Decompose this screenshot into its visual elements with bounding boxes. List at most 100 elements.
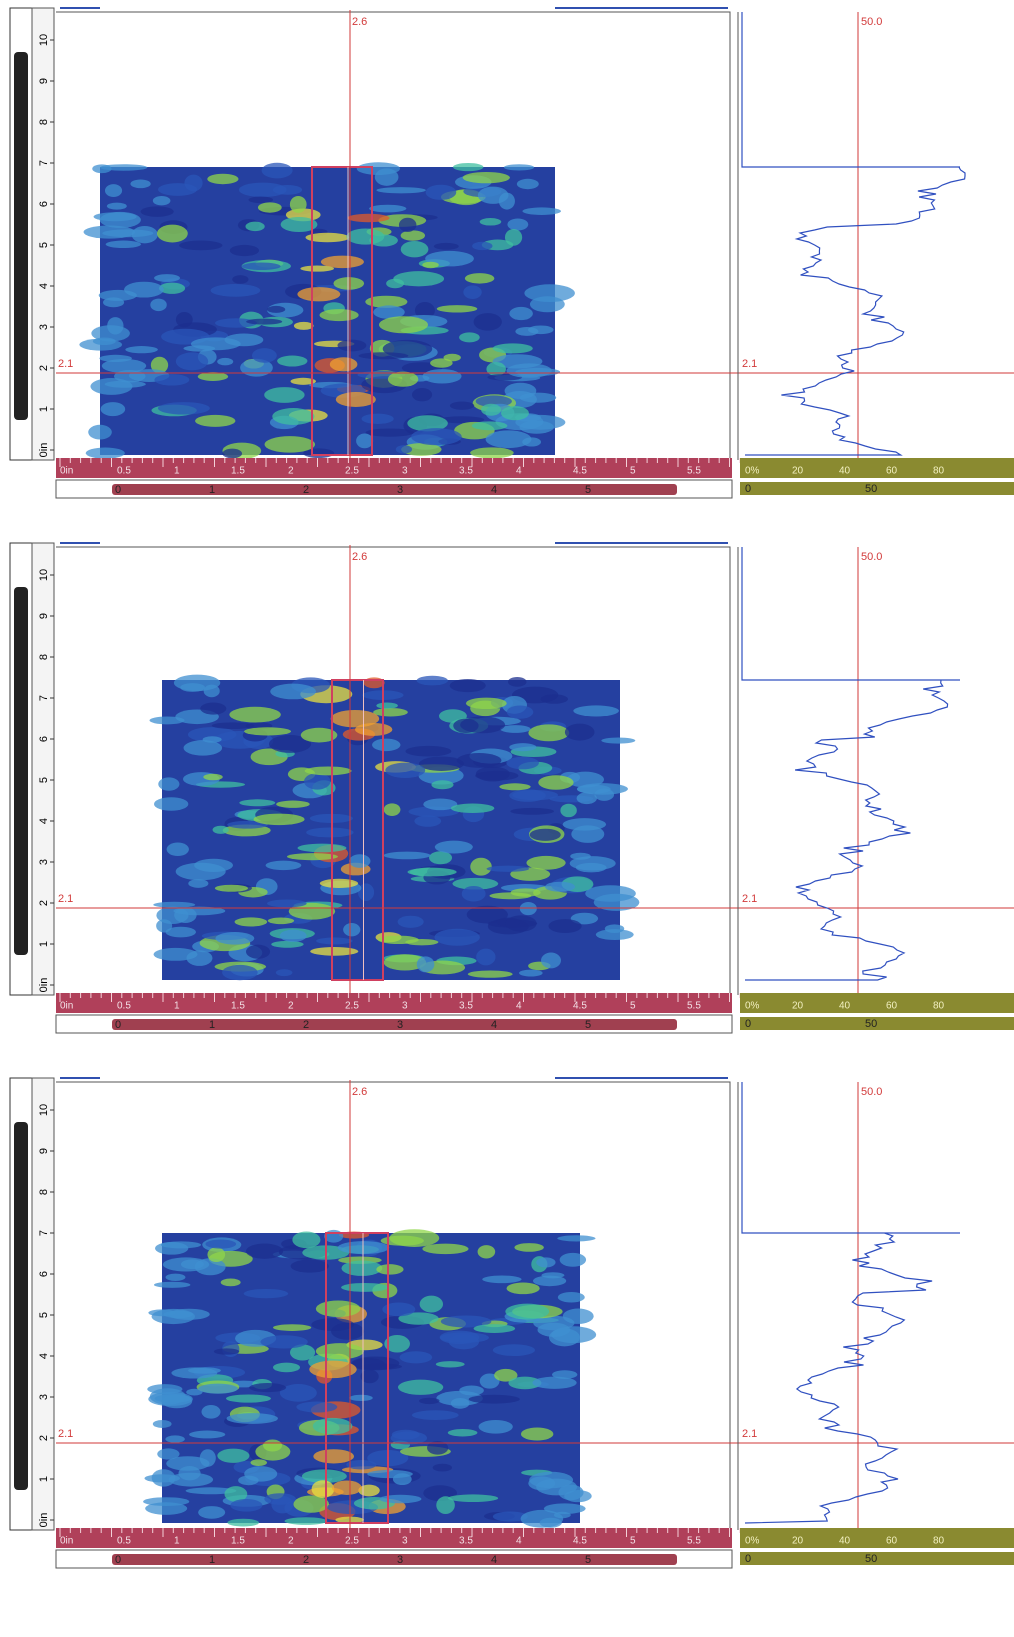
heatmap-blob <box>425 250 474 267</box>
heatmap-blob <box>270 683 317 700</box>
heatmap-blob <box>244 1466 278 1482</box>
vertical-ruler-label: 4 <box>38 1353 50 1359</box>
heatmap-blob <box>432 1463 453 1472</box>
heatmap-blob <box>331 1480 362 1495</box>
index-label: 4 <box>491 484 497 496</box>
heatmap-blob <box>529 1471 574 1489</box>
vertical-ruler-label: 4 <box>38 818 50 824</box>
amplitude-ruler-label: 60 <box>886 466 898 477</box>
heatmap-blob <box>430 358 453 368</box>
heatmap-blob <box>519 420 554 434</box>
heatmap-blob <box>509 743 537 752</box>
heatmap-blob <box>357 883 375 901</box>
heatmap-blob <box>343 923 361 937</box>
heatmap-blob <box>449 401 475 410</box>
heatmap-blob <box>186 1388 203 1396</box>
heatmap-blob <box>324 1229 344 1243</box>
vertical-ruler-label: 3 <box>38 1394 50 1400</box>
heatmap-blob <box>506 363 552 378</box>
vertical-ruler-label: 5 <box>38 242 50 248</box>
index-label: 1 <box>209 1554 215 1566</box>
heatmap-blob <box>595 929 634 941</box>
heatmap-blob <box>465 697 507 710</box>
index-label: 3 <box>397 1019 403 1031</box>
heatmap-blob <box>246 318 283 325</box>
heatmap-blob <box>337 1241 390 1255</box>
heatmap-blob <box>462 172 510 184</box>
heatmap-blob <box>289 1344 316 1361</box>
heatmap-blob <box>475 770 519 781</box>
heatmap-blob <box>387 371 419 387</box>
index-bar <box>112 1019 677 1030</box>
heatmap-blob <box>478 1419 513 1434</box>
heatmap-blob <box>369 204 407 213</box>
heatmap-blob <box>427 1441 449 1455</box>
heatmap-blob <box>543 1503 586 1514</box>
index-label: 2 <box>303 1019 309 1031</box>
heatmap-blob <box>363 677 385 689</box>
heatmap-blob <box>300 265 334 272</box>
heatmap-blob <box>562 1308 594 1324</box>
horizontal-ruler-label: 3 <box>402 1536 408 1547</box>
heatmap-blob <box>290 377 317 385</box>
heatmap-blob <box>383 803 401 817</box>
index-label: 2 <box>303 1554 309 1566</box>
heatmap-blob <box>576 783 628 795</box>
heatmap-blob <box>217 357 234 366</box>
heatmap-blob <box>471 421 508 431</box>
amplitude-ruler <box>740 458 1014 478</box>
heatmap-blob <box>439 1332 489 1343</box>
amplitude-index-label: 50 <box>865 1553 877 1565</box>
heatmap-blob <box>506 756 539 770</box>
heatmap-blob <box>435 1361 465 1368</box>
heatmap-blob <box>224 1486 248 1502</box>
heatmap-blob <box>372 738 401 752</box>
heatmap-blob <box>145 1502 188 1515</box>
heatmap-blob <box>189 1430 226 1439</box>
index-label: 4 <box>491 1554 497 1566</box>
heatmap-blob <box>272 184 303 195</box>
heatmap-blob <box>346 1459 377 1470</box>
heatmap-blob <box>183 740 223 756</box>
heatmap-blob <box>397 1379 444 1395</box>
heatmap-blob <box>411 1410 459 1420</box>
heatmap-blob <box>200 702 227 715</box>
heatmap-blob <box>153 1281 191 1288</box>
index-label: 0 <box>115 484 121 496</box>
heatmap-blob <box>157 224 188 243</box>
heatmap-blob <box>234 917 268 927</box>
heatmap-blob <box>386 278 405 289</box>
heatmap-blob <box>434 840 473 854</box>
heatmap-blob <box>416 675 448 686</box>
heatmap-blob <box>514 1243 544 1252</box>
heatmap-blob <box>152 1419 172 1428</box>
heatmap-blob <box>341 1282 389 1292</box>
heatmap-blob <box>101 358 147 373</box>
heatmap-blob <box>423 798 458 811</box>
heatmap-blob <box>251 348 277 363</box>
heatmap-blob <box>100 402 126 417</box>
heatmap-blob <box>365 428 415 437</box>
horizontal-ruler-label: 2 <box>288 466 294 477</box>
vertical-ruler-label: 10 <box>38 569 50 581</box>
index-label: 3 <box>397 1554 403 1566</box>
heatmap-blob <box>207 173 239 185</box>
heatmap-blob <box>452 162 484 172</box>
heatmap-blob <box>376 702 398 709</box>
amplitude-profile <box>741 12 966 456</box>
amplitude-cursor-label: 50.0 <box>861 1086 882 1098</box>
heatmap-blob <box>140 206 174 217</box>
heatmap-blob <box>374 168 399 186</box>
heatmap-blob <box>264 436 316 453</box>
heatmap-blob <box>400 241 429 258</box>
heatmap-blob <box>238 182 287 198</box>
heatmap-blob <box>222 964 258 981</box>
cursor-x-label: 2.6 <box>352 551 367 563</box>
heatmap-blob <box>293 1495 330 1513</box>
heatmap-blob <box>505 915 537 932</box>
heatmap-blob <box>227 1518 260 1527</box>
amplitude-cursor-label: 50.0 <box>861 551 882 563</box>
horizontal-ruler-label: 3.5 <box>459 1536 473 1547</box>
heatmap-blob <box>99 211 141 228</box>
